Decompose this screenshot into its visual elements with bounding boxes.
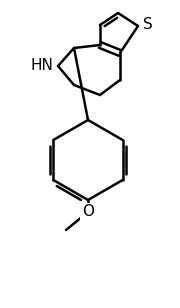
Text: HN: HN xyxy=(30,58,53,72)
Text: S: S xyxy=(143,17,153,31)
Text: O: O xyxy=(82,205,94,220)
